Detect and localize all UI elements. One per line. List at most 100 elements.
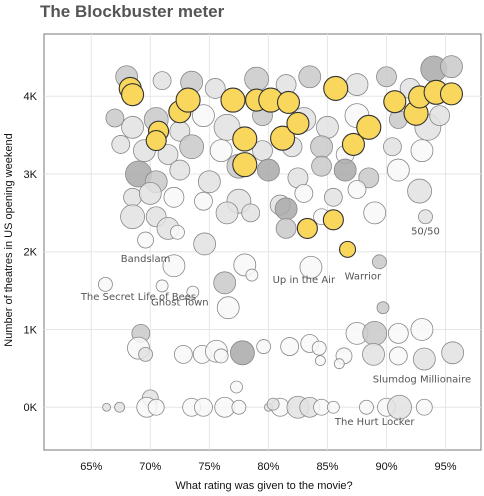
movie-bubble <box>138 346 153 362</box>
highlight-bubble <box>220 87 246 113</box>
movie-bubble <box>275 217 297 239</box>
movie-bubble <box>323 187 343 207</box>
y-axis-label: Number of theatres in US opening weekend <box>3 133 15 346</box>
movie-annotation: The Secret Life of Bees <box>80 292 196 303</box>
movie-bubble <box>157 144 179 165</box>
movie-bubble <box>213 271 237 295</box>
movie-bubble <box>98 276 113 292</box>
tick-labels: 0K 1K 2K 3K 4K 65% 70% 75% 80% 85% 90% 95% <box>24 91 457 473</box>
movie-bubble <box>197 170 221 194</box>
highlight-bubble <box>121 83 145 107</box>
movie-bubble <box>105 108 125 128</box>
movie-bubble <box>298 65 322 89</box>
y-tick-label: 4K <box>24 91 38 103</box>
movie-annotation: 50/50 <box>411 227 440 238</box>
x-tick-label: 65% <box>80 461 102 473</box>
movie-bubble <box>347 180 367 199</box>
movie-bubble <box>383 137 402 157</box>
movie-bubble <box>410 139 434 163</box>
y-tick-label: 2K <box>24 247 38 259</box>
y-tick-label: 3K <box>24 169 38 181</box>
movie-bubble <box>231 399 247 415</box>
movie-bubble <box>121 115 144 139</box>
highlight-bubble <box>341 132 365 156</box>
movie-bubble <box>230 380 243 394</box>
movie-bubble <box>170 224 185 240</box>
movie-annotation: Slumdog Millionaire <box>373 374 471 385</box>
movie-bubble <box>152 71 172 91</box>
movie-bubble <box>415 398 433 416</box>
movie-bubble <box>386 158 410 182</box>
highlight-bubble <box>356 114 382 140</box>
movie-bubble <box>147 398 165 416</box>
movie-bubble <box>310 135 333 159</box>
movie-bubble <box>376 301 390 315</box>
movie-annotation: The Hurt Locker <box>334 417 415 428</box>
highlight-bubble <box>175 87 201 113</box>
movie-bubble <box>123 187 142 207</box>
movie-bubble <box>429 105 451 127</box>
movie-bubble <box>299 255 323 279</box>
highlight-bubble <box>296 217 318 239</box>
movie-bubble <box>213 348 229 364</box>
movie-bubble <box>316 115 339 139</box>
movie-bubble <box>358 167 380 189</box>
movie-bubble <box>155 279 169 293</box>
highlight-bubble <box>145 129 167 152</box>
movie-annotation: Bandslam <box>121 254 171 265</box>
movie-bubble <box>193 232 217 256</box>
highlight-bubble <box>232 126 258 152</box>
movie-bubble <box>179 134 205 160</box>
x-tick-label: 85% <box>316 461 338 473</box>
chart-title: The Blockbuster meter <box>40 2 225 21</box>
movie-bubble <box>204 78 226 99</box>
movie-bubble <box>257 158 280 182</box>
highlight-bubble <box>383 90 407 114</box>
highlight-bubble <box>232 152 258 178</box>
movie-bubble <box>388 346 408 366</box>
movie-bubble <box>173 344 193 364</box>
movie-bubble <box>137 231 154 249</box>
plot-area <box>43 33 482 451</box>
x-tick-label: 70% <box>139 461 161 473</box>
movie-annotation: Warrior <box>345 272 382 283</box>
movie-bubble <box>387 394 412 420</box>
movie-bubble <box>192 104 215 128</box>
highlight-bubble <box>270 125 296 151</box>
movie-bubble <box>333 358 345 370</box>
movie-bubble <box>215 201 239 225</box>
movie-bubble <box>376 66 397 88</box>
movie-bubble <box>410 318 434 341</box>
movie-bubble <box>326 400 340 414</box>
movie-bubble <box>209 139 233 163</box>
movie-annotation: Ghost Town <box>151 297 209 308</box>
movie-bubble <box>359 399 374 415</box>
movie-bubble <box>244 66 269 92</box>
movie-bubble <box>362 342 385 366</box>
movie-bubble <box>387 322 409 344</box>
highlight-bubble <box>323 75 349 101</box>
movie-bubble <box>311 340 327 356</box>
movie-bubble <box>274 197 298 221</box>
movie-bubble <box>311 155 332 177</box>
movie-bubble <box>162 254 186 278</box>
movie-bubble <box>241 203 261 223</box>
x-tick-label: 90% <box>375 461 397 473</box>
movie-bubble <box>440 55 463 79</box>
movie-bubble <box>102 402 111 412</box>
bubbles <box>98 55 465 420</box>
movie-bubble <box>194 397 213 417</box>
movie-bubble <box>256 339 272 354</box>
movie-bubble <box>333 158 357 182</box>
highlight-bubble <box>322 209 344 231</box>
movie-bubble <box>163 186 185 208</box>
movie-bubble <box>245 268 259 282</box>
movie-bubble <box>407 178 432 204</box>
movie-bubble <box>362 320 388 346</box>
movie-bubble <box>280 337 300 356</box>
highlight-bubble <box>276 90 301 114</box>
x-tick-label: 75% <box>198 461 220 473</box>
movie-annotation: Up in the Air <box>273 275 336 286</box>
